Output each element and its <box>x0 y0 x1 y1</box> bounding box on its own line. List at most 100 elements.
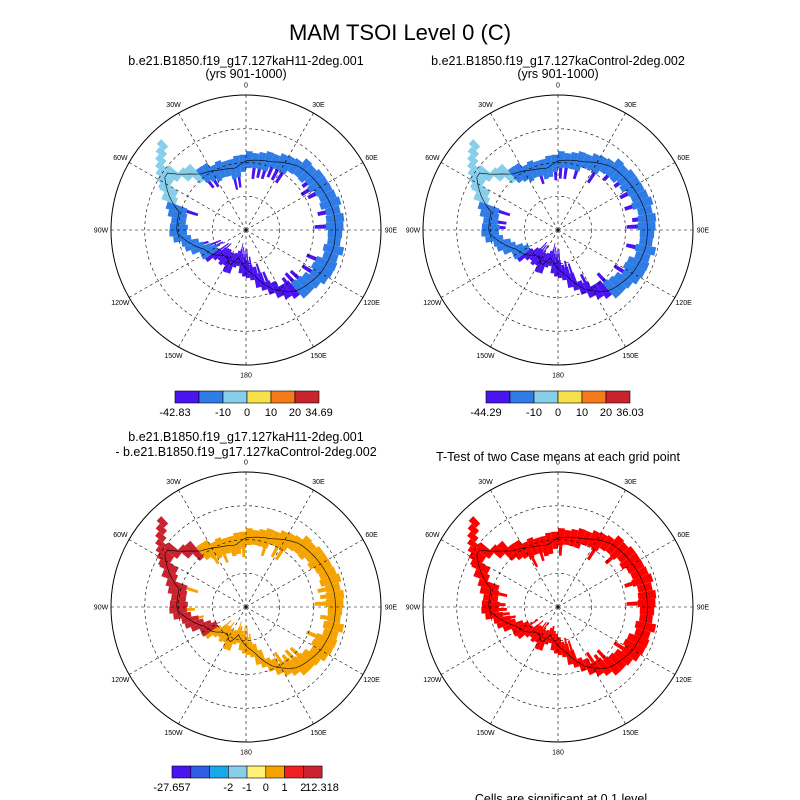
grid-cell <box>301 264 313 274</box>
grid-cell <box>209 164 223 183</box>
longitude-label: 90W <box>406 605 421 612</box>
grid-cell <box>213 179 220 188</box>
grid-cell <box>619 175 641 193</box>
grid-cell <box>227 535 237 557</box>
meridian-line <box>245 112 314 231</box>
longitude-label: 120W <box>423 677 442 684</box>
grid-cell <box>314 224 326 229</box>
longitude-label: 150E <box>310 730 327 737</box>
grid-cell <box>526 159 539 179</box>
grid-cell <box>256 151 267 170</box>
grid-cell <box>499 602 506 607</box>
grid-cell <box>274 549 284 561</box>
grid-cell <box>205 625 222 640</box>
grid-cell <box>325 598 344 607</box>
grid-cell <box>558 260 563 279</box>
grid-cell <box>631 196 654 210</box>
longitude-label: 90W <box>94 605 109 612</box>
grid-cell <box>502 612 510 616</box>
grid-cell <box>482 593 499 602</box>
grid-cell <box>161 568 179 582</box>
colorbar-swatch <box>228 765 248 779</box>
parallel-circle <box>523 572 593 642</box>
longitude-label: 30W <box>478 102 493 109</box>
grid-cell <box>467 161 479 173</box>
grid-cell <box>613 271 633 289</box>
grid-cell <box>498 592 508 598</box>
grid-cell <box>218 248 232 266</box>
colorbar-label: 20 <box>600 407 612 419</box>
grid-cell <box>529 619 539 626</box>
grid-cell <box>213 556 220 565</box>
grid-cell <box>222 251 233 266</box>
longitude-label: 90W <box>406 228 421 235</box>
colorbar-label: -1 <box>242 782 252 794</box>
grid-cell <box>619 191 629 200</box>
grid-cell <box>169 600 188 607</box>
colorbar-label: 34.69 <box>305 407 333 419</box>
grid-cell <box>242 246 245 255</box>
grid-cell <box>241 548 246 558</box>
grid-cell <box>558 637 563 656</box>
grid-cell <box>236 625 243 644</box>
significance-note: Cells are significant at 0.1 level <box>475 792 647 800</box>
grid-cell <box>156 175 168 186</box>
grid-cell <box>293 535 313 555</box>
colorbar-swatch <box>533 390 559 404</box>
meridian-line <box>245 489 314 608</box>
grid-cell <box>255 263 261 274</box>
meridian-line <box>557 229 626 348</box>
grid-cell <box>551 531 558 549</box>
grid-cell <box>319 594 327 600</box>
grid-cell <box>244 250 246 257</box>
grid-cell <box>579 273 587 283</box>
colorbar-label: 0 <box>555 407 561 419</box>
grid-cell <box>307 191 317 200</box>
grid-cell <box>319 196 342 210</box>
grid-cell <box>169 230 188 237</box>
grid-cell <box>467 146 480 159</box>
grid-cell <box>529 624 542 639</box>
grid-cell <box>502 620 524 632</box>
grid-cell <box>537 620 544 626</box>
grid-cell <box>613 264 625 274</box>
colorbar-label: 10 <box>576 407 588 419</box>
grid-cell <box>634 620 657 633</box>
grid-cell <box>156 139 169 151</box>
colorbar-swatch <box>265 765 285 779</box>
colorbar-swatch <box>222 390 248 404</box>
grid-cell <box>268 153 281 170</box>
grid-cell <box>306 630 317 638</box>
grid-cell <box>591 155 608 175</box>
grid-cell <box>203 240 209 245</box>
longitude-label: 60W <box>113 155 128 162</box>
grid-cells <box>467 139 657 300</box>
grid-cell <box>543 621 549 630</box>
grid-cell <box>599 157 615 175</box>
panel-case2: b.e21.B1850.f19_g17.127kaControl-2deg.00… <box>406 54 710 419</box>
grid-cell <box>493 238 512 248</box>
grid-cell <box>207 180 215 189</box>
grid-cell <box>248 633 252 642</box>
grid-cell <box>639 607 655 616</box>
grid-cell <box>619 552 641 570</box>
grid-cell <box>616 545 636 563</box>
grid-cell <box>526 536 539 556</box>
colorbar-swatch <box>581 390 607 404</box>
grid-cell <box>631 217 639 223</box>
grid-cell <box>481 223 500 230</box>
grid-cell <box>239 154 246 172</box>
colorbar-swatch <box>485 390 511 404</box>
grid-cell <box>544 627 553 645</box>
grid-cell <box>158 182 170 192</box>
grid-cell <box>481 607 500 614</box>
panel-title: b.e21.B1850.f19_g17.127kaH11-2deg.001 <box>128 430 363 444</box>
longitude-label: 60W <box>113 532 128 539</box>
grid-cell <box>470 559 482 569</box>
colorbar-label: 20 <box>289 407 301 419</box>
grid-cell <box>322 251 339 263</box>
grid-cell <box>214 159 227 179</box>
longitude-label: 0 <box>244 83 248 90</box>
grid-cell <box>273 651 283 664</box>
grid-cell <box>199 621 218 633</box>
